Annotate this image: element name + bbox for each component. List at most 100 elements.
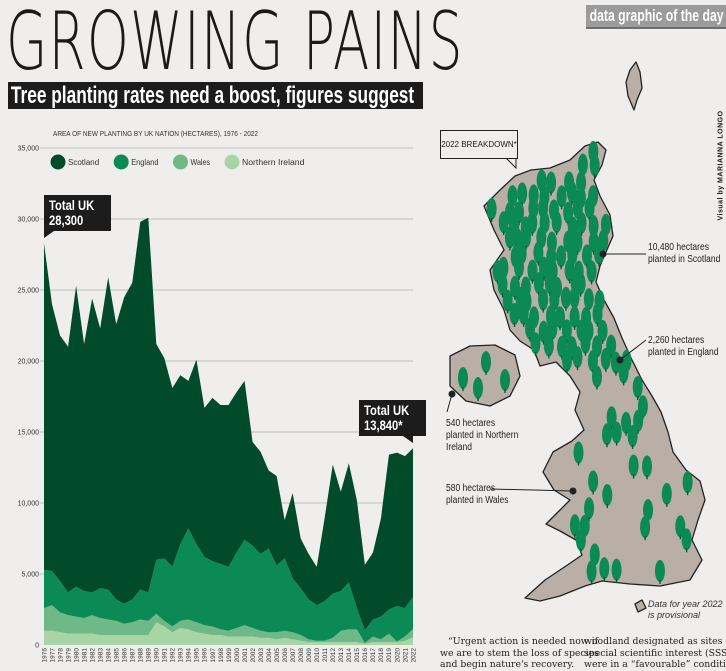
x-tick-label: 1990: [154, 648, 161, 663]
subheadline-text: Tree planting rates need a boost, figure…: [10, 82, 415, 109]
article-line: were in a “favourable” condition.: [584, 659, 726, 670]
tree-icon: [502, 289, 513, 314]
tree-icon: [589, 154, 600, 179]
label-line: Ireland: [446, 442, 472, 453]
x-tick-label: 1996: [202, 648, 209, 663]
tree-icon: [556, 185, 567, 210]
tree-icon: [486, 197, 497, 222]
x-tick-label: 2014: [346, 648, 353, 663]
tree-icon: [518, 302, 529, 327]
x-tick-label: 1981: [81, 648, 88, 663]
x-tick-label: 1980: [73, 648, 80, 663]
section-tag-text: data graphic of the day: [589, 6, 724, 25]
y-tick-label: 15,000: [18, 430, 40, 437]
tree-icon: [572, 346, 583, 371]
label-scotland: 10,480 hectares planted in Scotland: [648, 242, 720, 266]
label-line: planted in Scotland: [648, 254, 721, 265]
northern-ireland-landmass: [449, 344, 521, 407]
y-tick-label: 35,000: [18, 146, 40, 153]
shetland-islands: [625, 61, 643, 111]
y-tick-label: 25,000: [18, 288, 40, 295]
section-tag: data graphic of the day: [586, 5, 726, 29]
tree-icon: [654, 559, 665, 584]
x-tick-label: 1986: [122, 648, 129, 663]
breakdown-label: 2022 BREAKDOWN*: [440, 130, 518, 159]
tree-icon: [682, 471, 693, 496]
label-line: 10,480 hectares: [648, 242, 709, 253]
marker-ni: [448, 390, 456, 398]
x-tick-label: 1988: [138, 648, 145, 663]
x-tick-label: 1999: [226, 648, 233, 663]
annotation-line2: 13,840*: [364, 417, 403, 433]
marker-scotland: [599, 250, 607, 258]
tree-icon: [538, 288, 549, 313]
area-scotland: [44, 217, 413, 631]
x-tick-label: 1991: [162, 648, 169, 663]
label-northern-ireland: 540 hectares planted in Northern Ireland: [446, 418, 518, 454]
legend-label: Northern Ireland: [242, 158, 304, 167]
x-tick-label: 1992: [170, 648, 177, 663]
x-tick-label: 2020: [394, 648, 401, 663]
y-tick-label: 20,000: [18, 359, 40, 366]
x-tick-label: 2002: [250, 648, 257, 663]
article-line: we are to stem the loss of species: [440, 647, 599, 659]
tree-icon: [597, 319, 608, 344]
x-tick-label: 2009: [306, 648, 313, 663]
x-tick-label: 1978: [57, 648, 64, 663]
tree-icon: [618, 361, 629, 386]
x-tick-label: 2021: [402, 648, 409, 663]
x-tick-label: 2005: [274, 648, 281, 663]
label-line: 2,260 hectares: [648, 335, 705, 346]
x-tick-label: 2022: [410, 648, 417, 663]
tree-icon: [539, 256, 550, 281]
tree-icon: [633, 409, 644, 434]
x-tick-label: 2019: [386, 648, 393, 663]
tree-icon: [640, 516, 651, 541]
x-tick-label: 1995: [194, 648, 201, 663]
x-tick-label: 2007: [290, 648, 297, 663]
tree-icon: [632, 376, 643, 401]
tree-icon: [500, 369, 510, 393]
tree-icon: [524, 317, 535, 342]
x-tick-label: 2015: [354, 648, 361, 663]
tree-icon: [543, 334, 554, 359]
tree-icon: [556, 245, 567, 270]
tree-icon: [593, 242, 604, 267]
x-tick-label: 2006: [282, 648, 289, 663]
x-tick-label: 2004: [266, 648, 273, 663]
tree-icon: [627, 425, 638, 450]
tree-icon: [498, 211, 509, 236]
headline: GROWING PAINS: [6, 0, 464, 89]
x-tick-label: 2001: [242, 648, 249, 663]
annotation-total-2022: Total UK 13,840*: [359, 400, 426, 436]
tree-icon: [530, 332, 541, 357]
legend-swatch: [50, 154, 66, 170]
label-wales: 580 hectares planted in Wales: [446, 483, 509, 507]
legend-label: Scotland: [68, 158, 99, 167]
x-tick-label: 1989: [146, 648, 153, 663]
article-column-1: “Urgent action is needed now if we are t…: [440, 636, 599, 671]
tree-icon: [533, 241, 544, 266]
tree-icon: [621, 411, 632, 436]
tree-icon: [575, 528, 586, 553]
annotation-line2: 28,300: [49, 212, 84, 228]
tree-icon: [599, 557, 610, 582]
tree-icon: [554, 306, 565, 331]
tree-icon: [560, 286, 571, 311]
x-tick-label: 2000: [234, 648, 241, 663]
x-tick-label: 2010: [314, 648, 321, 663]
scilly-islands: [634, 599, 647, 613]
area-england: [44, 528, 413, 643]
uk-map: [446, 61, 706, 613]
annotation-tail: [44, 231, 54, 238]
tree-icon: [661, 482, 672, 507]
tree-icon: [521, 226, 532, 251]
x-tick-label: 1998: [218, 648, 225, 663]
leader-line-wales: [489, 488, 574, 492]
tree-icon: [551, 211, 562, 236]
y-tick-label: 30,000: [18, 217, 40, 224]
article-column-2: woodland designated as sites of special …: [584, 636, 726, 671]
tree-icon: [527, 259, 538, 284]
x-tick-label: 1977: [49, 648, 56, 663]
tree-icon: [573, 441, 584, 466]
